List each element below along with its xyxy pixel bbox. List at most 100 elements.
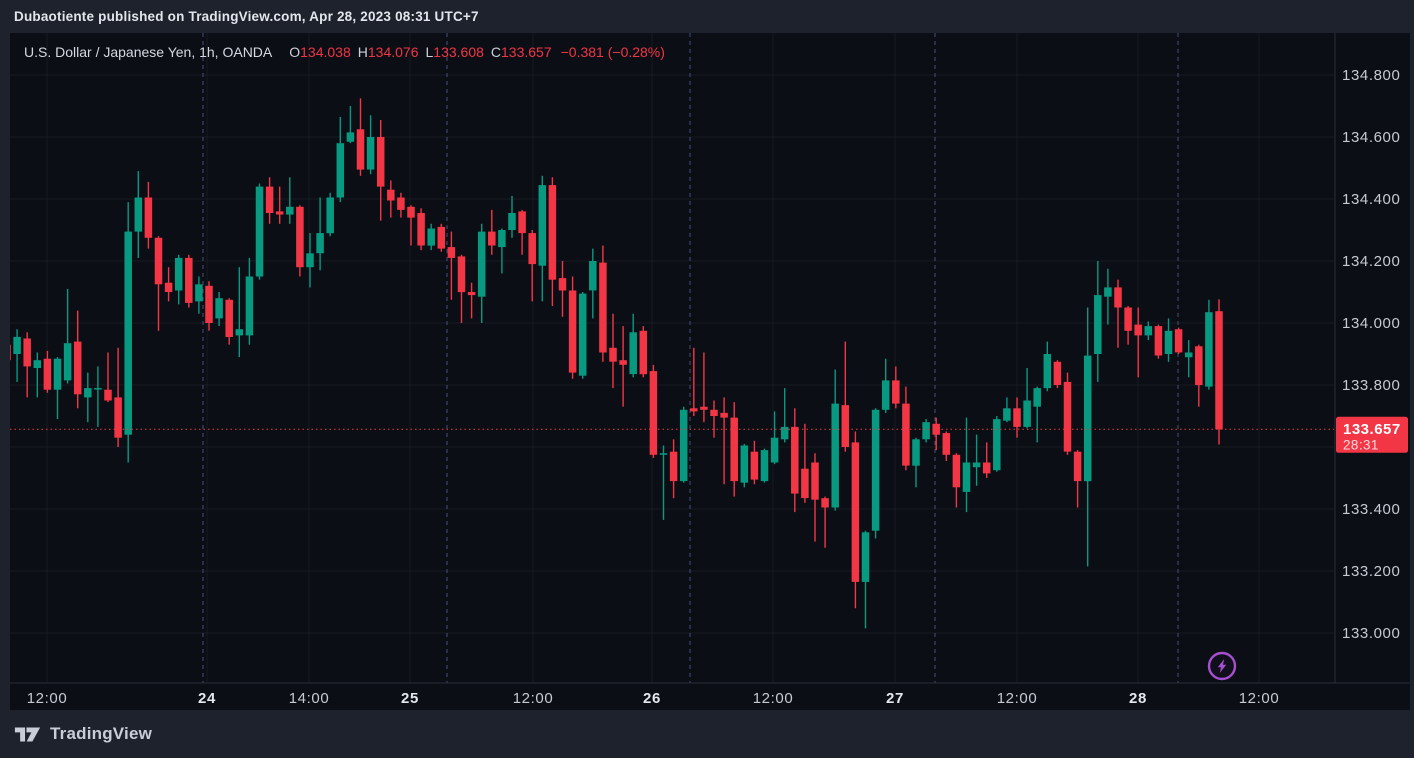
candle [457, 254, 466, 323]
candle-body [1083, 355, 1092, 482]
candle [589, 248, 597, 319]
candle-body [447, 247, 456, 258]
candle [871, 408, 880, 539]
candle-body [881, 380, 890, 410]
candle-body [346, 132, 355, 142]
candle [205, 281, 213, 331]
candle-body [397, 197, 405, 210]
time-axis-drag-zone[interactable] [10, 684, 1410, 710]
candle-body [1003, 408, 1011, 421]
candle-body [821, 498, 829, 508]
candle [1154, 324, 1163, 359]
candle [10, 344, 11, 361]
symbol-title[interactable]: U.S. Dollar / Japanese Yen, 1h, OANDA [24, 44, 273, 60]
candle [1164, 318, 1173, 362]
candlestick-chart[interactable]: 134.800 134.600 134.400 134.200 134.000 133.8… [10, 33, 1410, 710]
candle-body [1154, 326, 1163, 356]
candle-body [235, 329, 244, 336]
candle-body [154, 237, 163, 285]
candle-body [690, 408, 698, 412]
candle-body [306, 253, 314, 268]
candle-body [174, 257, 183, 291]
time-axis-label: 25 [401, 690, 419, 707]
candle [932, 417, 940, 451]
time-axis[interactable]: 12:00 24 14:00 25 12:00 26 12:00 27 12:00 28 12:00 [10, 684, 1410, 710]
candle [417, 208, 425, 251]
candle-body [962, 462, 971, 492]
candle [1215, 299, 1223, 445]
candle [710, 400, 718, 438]
horizontal-gridlines [10, 74, 1334, 634]
candle-body [114, 397, 122, 438]
candle-body [760, 450, 769, 482]
candle [720, 397, 728, 485]
candle-body [659, 453, 668, 455]
candle-body [770, 437, 779, 463]
candle-body [1164, 330, 1173, 354]
candle [366, 115, 375, 175]
candle-body [245, 276, 254, 336]
candle-body [124, 231, 132, 435]
candle [427, 223, 435, 251]
candle [346, 106, 355, 144]
candle-body [1184, 352, 1193, 358]
candle-body [578, 293, 587, 376]
candle [1043, 341, 1052, 392]
price-axis-label: 133.400 [1342, 501, 1400, 518]
candle [437, 223, 446, 252]
bar-countdown: 28:31 [1343, 437, 1379, 452]
boost-button[interactable] [1207, 651, 1237, 681]
candle [982, 442, 991, 478]
candle [609, 313, 617, 389]
candle-body [568, 290, 577, 373]
candle [821, 496, 829, 548]
candle [851, 431, 860, 609]
candle [306, 233, 314, 288]
candle-body [649, 371, 658, 455]
candle-body [801, 468, 809, 499]
candle [599, 245, 607, 362]
candle-body [679, 409, 688, 482]
candle [690, 347, 698, 416]
candle [1094, 261, 1102, 382]
candle-body [467, 292, 476, 296]
lightning-icon [1217, 659, 1227, 673]
time-axis-label: 27 [886, 690, 904, 707]
candle-body [1013, 408, 1021, 427]
candle [1144, 321, 1153, 341]
candle-body [508, 213, 516, 230]
publisher-bar: Dubaotiente published on TradingView.com… [0, 0, 1414, 33]
candle-body [791, 426, 799, 494]
candle-body [1053, 361, 1062, 385]
candle-body [710, 409, 718, 416]
candle [275, 186, 284, 224]
candle-body [1174, 329, 1183, 353]
candle-body [33, 360, 42, 368]
candle-body [1205, 312, 1213, 387]
time-axis-label: 14:00 [289, 690, 330, 707]
time-axis-label: 12:00 [513, 690, 554, 707]
chart-panel[interactable]: 134.800 134.600 134.400 134.200 134.000 133.8… [10, 33, 1410, 710]
candle [1013, 397, 1021, 438]
candle [578, 292, 587, 379]
candle [892, 366, 900, 409]
candle-body [407, 206, 415, 218]
candle [124, 202, 132, 463]
candle [508, 195, 516, 238]
price-change: −0.381 (−0.28%) [560, 44, 665, 60]
time-axis-label: 12:00 [1239, 690, 1280, 707]
candle [568, 276, 577, 379]
time-axis-label: 24 [198, 690, 216, 707]
candle-body [437, 226, 446, 249]
candle-body [599, 262, 607, 353]
candle-body [669, 451, 678, 482]
candle-body [1144, 326, 1153, 336]
candle-body [619, 360, 627, 365]
candle [397, 192, 405, 218]
candle-body [316, 233, 324, 254]
price-axis[interactable]: 134.800 134.600 134.400 134.200 134.000 133.8… [1336, 33, 1410, 683]
candle [1073, 450, 1082, 508]
candle [447, 231, 456, 300]
candle-body [477, 231, 486, 297]
